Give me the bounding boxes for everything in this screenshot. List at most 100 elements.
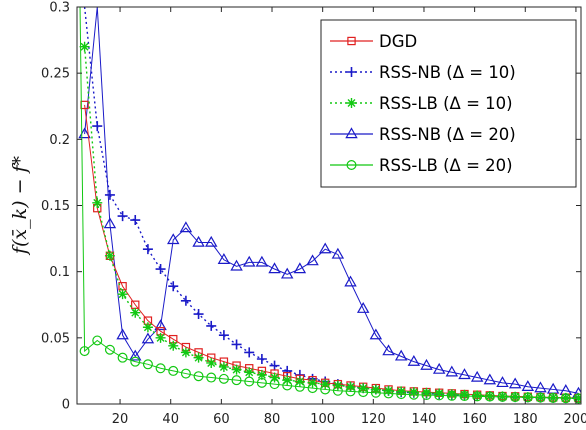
series-3-point — [472, 390, 483, 401]
series-3-point — [307, 377, 318, 388]
series-3-point — [446, 389, 457, 400]
series-5-point — [218, 373, 229, 384]
series-4-point — [496, 376, 509, 388]
series-3-point — [370, 384, 381, 395]
series-3-point — [244, 367, 255, 378]
series-3-point — [256, 369, 267, 380]
series-5-point — [130, 356, 141, 367]
series-5-point — [256, 377, 267, 388]
series-5-point — [510, 392, 521, 403]
series-5-point — [320, 384, 331, 395]
legend-entry-2: RSS-NB (Δ = 10) — [330, 63, 516, 82]
legend-entry-3-swatch-marker — [346, 98, 357, 108]
series-5-point — [560, 393, 571, 404]
series-5-point — [294, 381, 305, 392]
series-5-point — [155, 363, 166, 374]
series-4-point — [458, 368, 471, 380]
series-4-point — [382, 344, 395, 356]
y-tick-label: 0.25 — [41, 67, 70, 82]
series-5-point — [358, 387, 369, 398]
series-4-point — [179, 221, 193, 233]
series-4-point — [204, 235, 218, 247]
series-4-point — [103, 217, 117, 229]
series-3-point — [383, 385, 394, 396]
series-5-point — [472, 391, 483, 402]
series-2-point — [269, 360, 280, 371]
series-5-point — [370, 387, 381, 398]
series-3-point — [497, 391, 508, 402]
series-3-point — [282, 375, 293, 386]
series-layer — [78, 7, 581, 404]
series-3-point — [117, 289, 128, 300]
series-4-point — [420, 358, 433, 370]
legend-box — [320, 19, 577, 188]
y-axis-label: f(x̄_k) − f* — [9, 155, 31, 256]
x-tick-label: 120 — [361, 412, 386, 427]
series-4-point — [230, 259, 243, 271]
series-5-point — [244, 376, 255, 387]
series-2-point — [180, 295, 191, 306]
series-3-point — [332, 380, 343, 391]
series-4-point — [534, 381, 547, 393]
series-4-point — [508, 377, 522, 389]
series-4-point — [356, 302, 370, 313]
series-3-point — [269, 372, 280, 383]
series-2-point — [117, 211, 128, 222]
legend-entry-1-label: DGD — [379, 32, 417, 51]
series-3-point — [396, 386, 407, 397]
series-4-point — [192, 235, 205, 247]
series-5-point — [269, 379, 280, 390]
series-5-point — [180, 368, 191, 379]
legend-entry-1: DGD — [330, 32, 417, 51]
legend-entry-4-swatch-marker — [345, 127, 358, 139]
series-5-point — [396, 389, 407, 400]
series-5-point — [168, 365, 179, 376]
y-tick-label: 0.3 — [49, 1, 70, 16]
series-2-point — [256, 354, 267, 365]
series-5-point — [446, 390, 457, 401]
series-5-point — [282, 380, 293, 391]
series-5-point — [193, 371, 204, 382]
series-4-point — [141, 332, 155, 344]
y-tick-label: 0.1 — [49, 265, 70, 280]
series-2-point — [168, 281, 179, 292]
series-2-point — [155, 264, 166, 275]
series-2-point — [244, 347, 255, 358]
series-5-point — [522, 392, 533, 403]
series-4-point — [242, 255, 256, 267]
series-2-point — [231, 339, 242, 350]
series-4-point — [344, 275, 357, 287]
series-5-point — [497, 391, 508, 402]
series-5-point — [332, 385, 343, 396]
series-2-point — [218, 330, 229, 341]
series-3-point — [168, 340, 179, 351]
legend-entry-3-label: RSS-LB (Δ = 10) — [379, 94, 513, 113]
series-3-point — [320, 379, 331, 390]
series-3-point — [294, 376, 305, 387]
series-5-point — [548, 392, 559, 403]
series-3-point — [484, 391, 495, 402]
series-3-point — [434, 388, 445, 399]
tick-layer: 20 40 60 80 100 120 140 160 180 200 0 0.05 0.1 0.15 0.… — [41, 1, 586, 428]
series-5-point — [142, 359, 153, 370]
x-tick-label: 140 — [412, 412, 437, 427]
series-4-point — [483, 373, 497, 385]
series-4-point — [280, 267, 294, 279]
series-3-point — [459, 389, 470, 400]
series-2-point — [206, 320, 217, 331]
series-3-point — [408, 387, 419, 398]
series-4-point — [331, 247, 345, 259]
series-5-point — [79, 346, 90, 357]
y-tick-label: 0 — [62, 398, 70, 413]
series-5-point — [459, 391, 470, 402]
series-3-point — [193, 352, 204, 363]
legend-entry-5-swatch-marker — [346, 160, 357, 171]
legend-entry-5-label: RSS-LB (Δ = 20) — [379, 156, 513, 175]
x-tick-label: 40 — [162, 412, 179, 427]
series-2-point — [92, 121, 103, 132]
series-4-point — [318, 242, 332, 254]
series-4-point — [445, 365, 459, 377]
series-5-point — [345, 386, 356, 397]
series-5-point — [484, 391, 495, 402]
series-5-point — [307, 383, 318, 394]
